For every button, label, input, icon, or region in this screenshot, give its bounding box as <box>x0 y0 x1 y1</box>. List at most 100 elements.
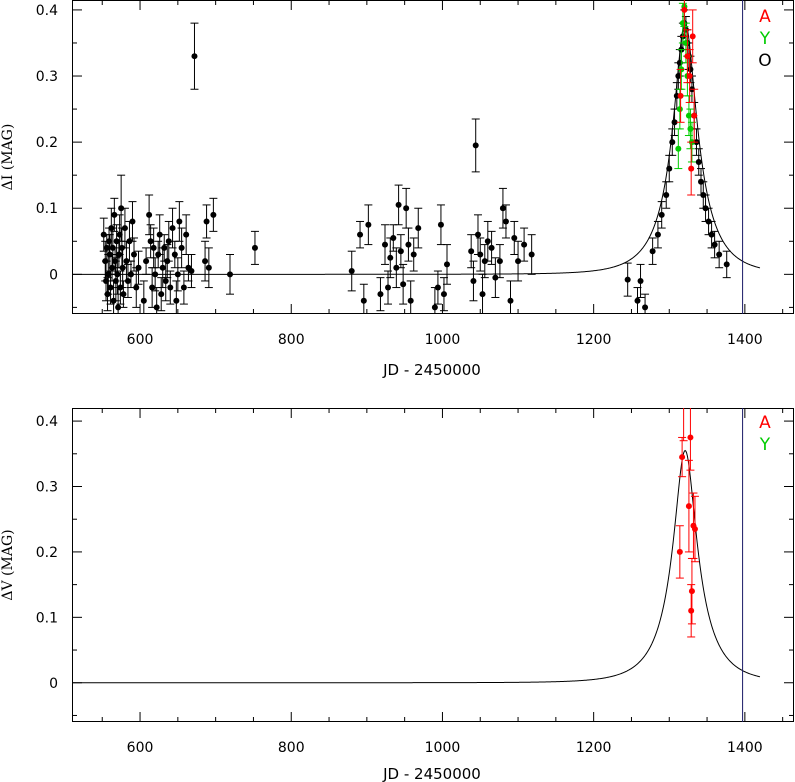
y-tick-label: 0.2 <box>36 545 58 561</box>
data-point <box>654 231 661 238</box>
data-point <box>472 142 479 149</box>
data-point <box>111 211 118 218</box>
data-point <box>167 284 174 291</box>
data-point <box>440 291 447 298</box>
series-A <box>676 0 699 196</box>
data-point <box>360 297 367 304</box>
data-point <box>120 291 127 298</box>
data-point <box>405 241 412 248</box>
data-point <box>515 258 522 265</box>
model-curve <box>72 22 761 275</box>
data-point <box>415 225 422 232</box>
y-tick-label: 0.4 <box>36 414 58 430</box>
data-point <box>357 231 364 238</box>
data-point <box>180 284 187 291</box>
data-point <box>203 218 210 225</box>
data-point <box>649 248 656 255</box>
data-point <box>103 244 110 251</box>
data-point <box>135 264 142 271</box>
x-tick-label: 1400 <box>727 332 763 348</box>
data-point <box>684 53 691 60</box>
data-point <box>681 398 687 404</box>
data-point <box>107 284 114 291</box>
data-point <box>140 297 147 304</box>
data-point <box>173 297 180 304</box>
data-point <box>407 297 414 304</box>
y-tick-label: 0.1 <box>36 201 58 217</box>
data-point <box>395 201 402 208</box>
data-point <box>227 271 234 278</box>
data-point <box>685 503 692 510</box>
data-point <box>479 291 486 298</box>
y-axis-title: ΔI (MAG) <box>0 124 16 191</box>
data-point <box>637 277 644 284</box>
data-point <box>688 588 695 595</box>
data-point <box>202 258 209 265</box>
legend-label-A: A <box>759 413 771 433</box>
data-point <box>174 271 181 278</box>
data-point <box>663 192 670 199</box>
data-point <box>400 281 407 288</box>
data-point <box>437 221 444 228</box>
data-point <box>434 284 441 291</box>
data-point <box>507 297 514 304</box>
data-point <box>112 277 119 284</box>
data-point <box>121 225 128 232</box>
data-point <box>488 244 495 251</box>
data-point <box>158 291 165 298</box>
x-tick-label: 1000 <box>425 740 461 756</box>
data-point <box>165 238 172 245</box>
data-point <box>150 244 157 251</box>
data-point <box>711 241 718 248</box>
data-point <box>152 271 159 278</box>
x-tick-label: 600 <box>127 332 154 348</box>
legend-label-O: O <box>758 51 771 71</box>
x-axis-title: JD - 2450000 <box>382 361 481 379</box>
data-point <box>443 261 450 268</box>
data-point <box>162 277 169 284</box>
data-point <box>381 241 388 248</box>
x-axis-title: JD - 2450000 <box>382 765 481 782</box>
data-point <box>178 244 185 251</box>
legend-label-A: A <box>759 7 771 27</box>
x-tick-label: 1400 <box>727 740 763 756</box>
data-point <box>169 225 176 232</box>
data-point <box>624 276 631 283</box>
data-point <box>127 271 134 278</box>
data-point <box>676 548 683 555</box>
data-point <box>658 211 665 218</box>
plot-frame <box>72 408 794 722</box>
data-point <box>716 251 723 258</box>
data-point <box>387 254 394 261</box>
x-tick-label: 800 <box>278 740 305 756</box>
data-point <box>251 244 258 251</box>
data-point <box>176 218 183 225</box>
y-tick-label: 0.3 <box>36 69 58 85</box>
series-A <box>675 398 699 638</box>
y-tick-label: 0.2 <box>36 135 58 151</box>
y-tick-label: 0 <box>49 267 58 283</box>
data-point <box>484 238 491 245</box>
data-point <box>403 205 410 212</box>
data-point <box>681 6 688 13</box>
data-point <box>687 434 694 441</box>
data-point <box>689 33 696 40</box>
data-point <box>210 211 217 218</box>
data-point <box>159 264 166 271</box>
data-layer <box>72 398 761 722</box>
data-point <box>191 53 198 60</box>
data-point <box>521 241 528 248</box>
y-tick-label: 0 <box>49 676 58 692</box>
x-tick-label: 800 <box>278 332 305 348</box>
data-point <box>496 258 503 265</box>
data-point <box>511 234 518 241</box>
data-point <box>124 277 131 284</box>
data-point <box>114 271 121 278</box>
data-point <box>153 304 160 311</box>
data-point <box>723 261 730 268</box>
data-point <box>695 158 702 165</box>
x-tick-label: 1000 <box>425 332 461 348</box>
data-point <box>477 251 484 258</box>
data-point <box>390 234 397 241</box>
